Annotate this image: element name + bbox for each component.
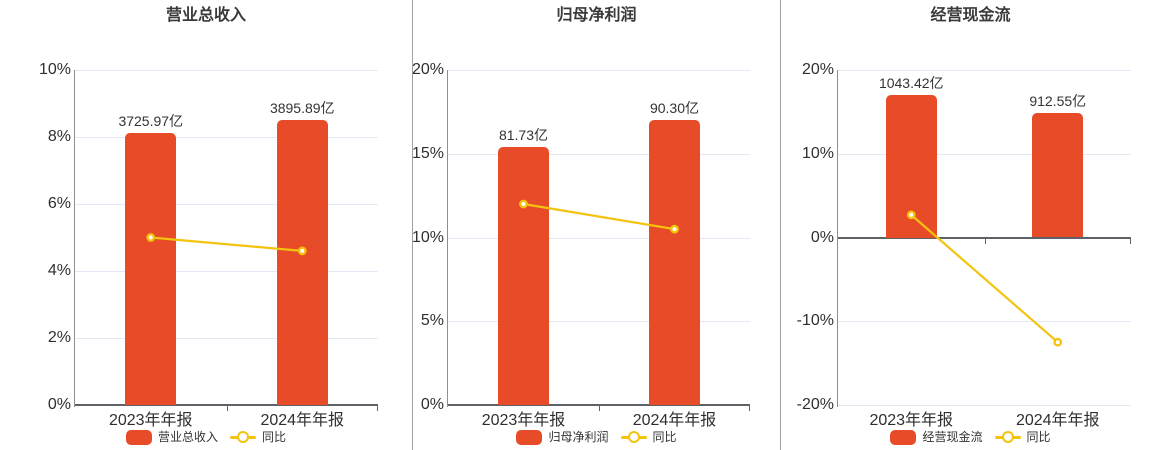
legend-label: 同比 (262, 429, 287, 444)
chart-title: 归母净利润 (556, 7, 637, 24)
y-axis-line (447, 70, 448, 407)
category-axis-tick (226, 406, 228, 411)
bar-value-label: 81.73亿 (498, 127, 549, 144)
y-axis-tick-label: 2% (47, 329, 71, 346)
bar-series-swatch (890, 429, 917, 445)
x-axis-category-label: 2023年年报 (481, 412, 566, 429)
y-axis-tick-label: 8% (47, 128, 71, 145)
bar-value-label: 90.30亿 (649, 100, 700, 117)
bar-value-label: 912.55亿 (1029, 92, 1087, 109)
x-axis-category-label: 2023年年报 (108, 412, 193, 429)
chart-panel-revenue: 营业总收入 10% 8% 6% 4% 2% 0% 3725.97亿 2023年年报 3895.8… (0, 0, 413, 450)
bar-series-swatch (125, 429, 152, 445)
yoy-line-icon (230, 431, 256, 443)
plot-area: 20% 10% 0% -10% -20% 1043.42亿 2023年年报 912.55亿 20… (797, 61, 1131, 429)
legend-item-bar-series[interactable]: 经营现金流 (890, 429, 983, 445)
chart-title: 营业总收入 (165, 7, 246, 24)
y-axis-tick-label: 6% (47, 195, 71, 212)
legend-item-bar-series[interactable]: 营业总收入 (125, 429, 218, 445)
yoy-marker (1053, 337, 1063, 347)
gridline (838, 153, 1131, 155)
gridline (448, 237, 750, 239)
bar-value-label: 3895.89亿 (269, 100, 335, 117)
bar-value-label: 1043.42亿 (878, 75, 944, 92)
chart-panel-cash-flow: 经营现金流 20% 10% 0% -10% -20% 1043.42亿 2023年年报 912… (781, 0, 1160, 450)
legend-item-yoy-line[interactable]: 同比 (620, 429, 677, 445)
legend-label: 同比 (1026, 429, 1051, 444)
category-axis-tick (749, 406, 750, 411)
gridline (448, 321, 750, 323)
gridline (448, 70, 750, 71)
y-axis-tick-label: 10% (411, 228, 444, 246)
yoy-line-icon (620, 431, 647, 443)
y-axis-tick-label: 10% (38, 61, 71, 78)
gridline (838, 405, 1131, 406)
y-axis-tick-label: 0% (420, 396, 444, 413)
bar-2023年年报[interactable] (125, 132, 177, 405)
legend-label: 同比 (652, 429, 677, 444)
zero-axis-line (75, 404, 378, 406)
y-axis-tick-label: 20% (411, 61, 444, 78)
y-axis-line (837, 70, 838, 407)
legend: 营业总收入 同比 (0, 428, 412, 446)
plot-area: 20% 15% 10% 5% 0% 81.73亿 2023年年报 90.30亿 2024年年报 (412, 61, 750, 429)
chart-title: 经营现金流 (930, 7, 1011, 24)
category-axis-tick (599, 406, 600, 411)
legend-label: 归母净利润 (548, 429, 609, 444)
y-axis-tick-label: 0% (47, 396, 71, 413)
legend-item-yoy-line[interactable]: 同比 (994, 429, 1051, 445)
bar-value-label: 3725.97亿 (118, 112, 184, 129)
x-axis-category-label: 2024年年报 (1015, 412, 1100, 429)
yoy-line-icon (994, 431, 1021, 443)
bar-2024年年报[interactable] (649, 120, 700, 405)
y-axis-tick-label: 20% (801, 61, 834, 78)
y-axis-tick-label: 4% (47, 262, 71, 279)
x-axis-category-label: 2023年年报 (869, 412, 954, 429)
legend: 经营现金流 同比 (781, 428, 1160, 446)
category-axis-tick (377, 406, 378, 411)
bar-2023年年报[interactable] (498, 147, 549, 405)
legend-item-yoy-line[interactable]: 同比 (230, 430, 286, 445)
bar-series-swatch (516, 429, 543, 445)
gridline (448, 153, 750, 155)
plot-area: 10% 8% 6% 4% 2% 0% 3725.97亿 2023年年报 3895.89亿 2024… (39, 61, 378, 429)
y-axis-tick-label: -10% (796, 312, 834, 330)
category-axis-tick (984, 238, 986, 244)
category-axis-tick (1130, 238, 1131, 244)
gridline (838, 321, 1131, 323)
x-axis-category-label: 2024年年报 (260, 412, 345, 429)
y-axis-tick-label: -20% (796, 396, 834, 413)
bar-2024年年报[interactable] (1032, 112, 1084, 238)
legend-label: 经营现金流 (922, 429, 983, 444)
gridline (75, 271, 378, 272)
zero-axis-line (448, 404, 750, 406)
bar-2023年年报[interactable] (885, 95, 937, 238)
bar-2024年年报[interactable] (276, 120, 328, 405)
y-axis-line (74, 70, 75, 407)
legend-item-bar-series[interactable]: 归母净利润 (516, 429, 609, 445)
y-axis-tick-label: 15% (411, 144, 444, 162)
y-axis-tick-label: 5% (420, 312, 444, 330)
gridline (75, 70, 378, 71)
gridline (75, 204, 378, 205)
legend: 归母净利润 同比 (413, 428, 780, 446)
legend-label: 营业总收入 (157, 429, 218, 444)
gridline (75, 338, 378, 339)
y-axis-tick-label: 0% (810, 228, 834, 246)
chart-panel-net-profit: 归母净利润 20% 15% 10% 5% 0% 81.73亿 2023年年报 90.30亿 20… (412, 0, 781, 450)
gridline (838, 70, 1131, 71)
gridline (75, 137, 378, 138)
y-axis-tick-label: 10% (801, 144, 834, 162)
x-axis-category-label: 2024年年报 (632, 412, 717, 429)
